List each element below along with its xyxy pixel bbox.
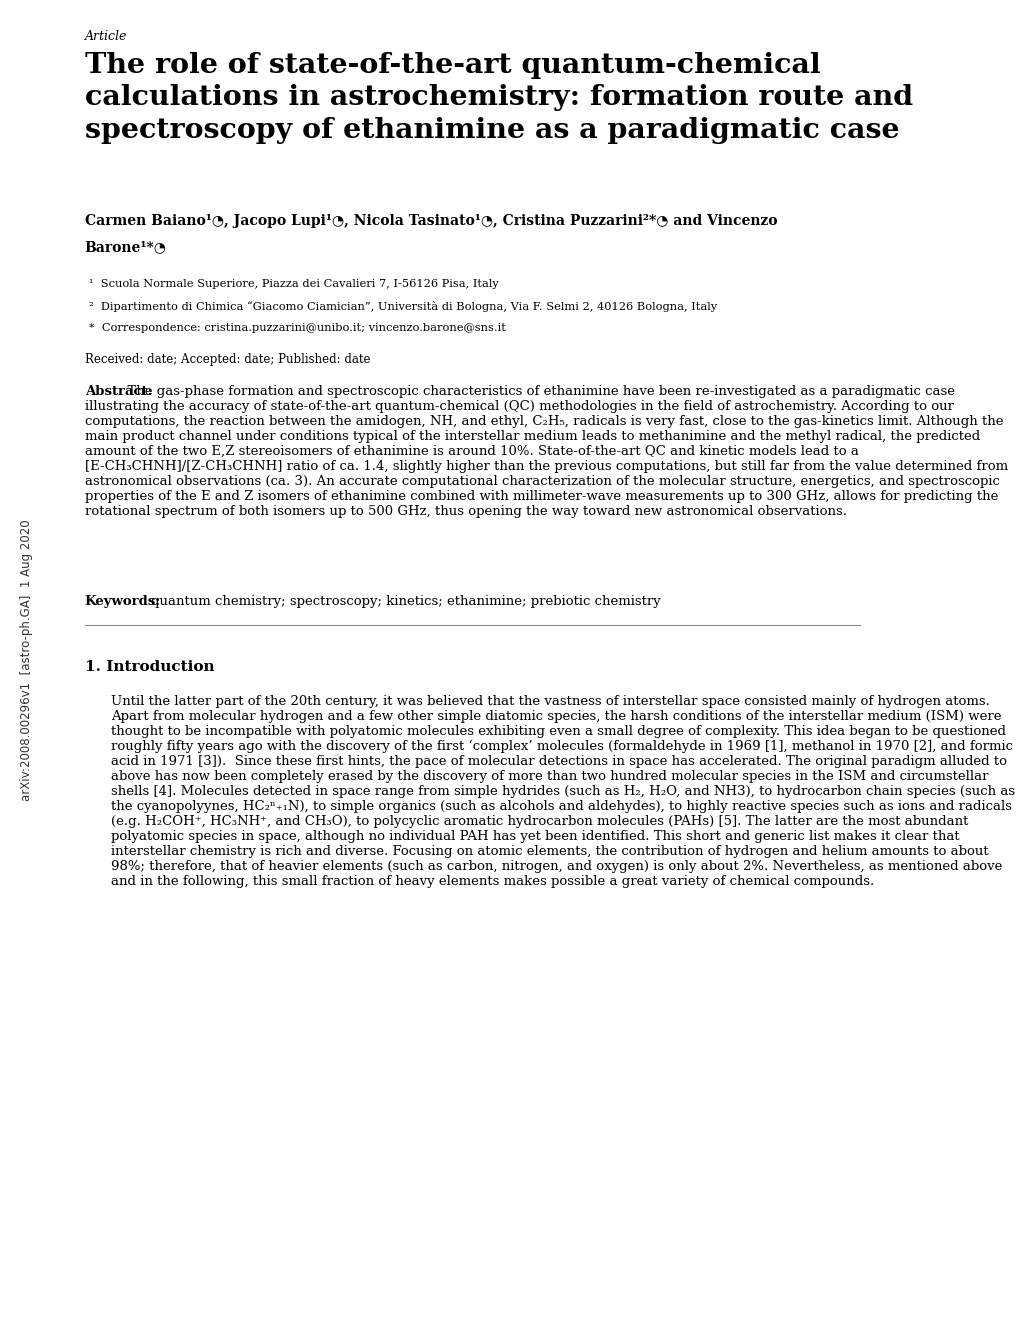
Text: Received: date; Accepted: date; Published: date: Received: date; Accepted: date; Publishe… <box>85 352 370 366</box>
Text: quantum chemistry; spectroscopy; kinetics; ethanimine; prebiotic chemistry: quantum chemistry; spectroscopy; kinetic… <box>151 594 660 607</box>
Text: Until the latter part of the 20th century, it was believed that the vastness of : Until the latter part of the 20th centur… <box>111 694 1015 888</box>
Text: Abstract:: Abstract: <box>85 384 152 397</box>
Text: arXiv:2008.00296v1  [astro-ph.GA]  1 Aug 2020: arXiv:2008.00296v1 [astro-ph.GA] 1 Aug 2… <box>20 519 34 801</box>
Text: Article: Article <box>85 30 127 44</box>
Text: Carmen Baiano¹◔, Jacopo Lupi¹◔, Nicola Tasinato¹◔, Cristina Puzzarini²*◔ and Vin: Carmen Baiano¹◔, Jacopo Lupi¹◔, Nicola T… <box>85 214 776 228</box>
Text: ¹  Scuola Normale Superiore, Piazza dei Cavalieri 7, I-56126 Pisa, Italy: ¹ Scuola Normale Superiore, Piazza dei C… <box>89 279 498 289</box>
Text: The gas-phase formation and spectroscopic characteristics of ethanimine have bee: The gas-phase formation and spectroscopi… <box>85 384 1007 517</box>
Text: ²  Dipartimento di Chimica “Giacomo Ciamician”, Università di Bologna, Via F. Se: ² Dipartimento di Chimica “Giacomo Ciami… <box>89 301 716 312</box>
Text: Barone¹*◔: Barone¹*◔ <box>85 240 166 255</box>
Text: 1. Introduction: 1. Introduction <box>85 660 214 673</box>
Text: The role of state-of-the-art quantum-chemical
calculations in astrochemistry: fo: The role of state-of-the-art quantum-che… <box>85 51 912 144</box>
Text: Keywords:: Keywords: <box>85 594 161 607</box>
Text: *  Correspondence: cristina.puzzarini@unibo.it; vincenzo.barone@sns.it: * Correspondence: cristina.puzzarini@uni… <box>89 322 505 333</box>
